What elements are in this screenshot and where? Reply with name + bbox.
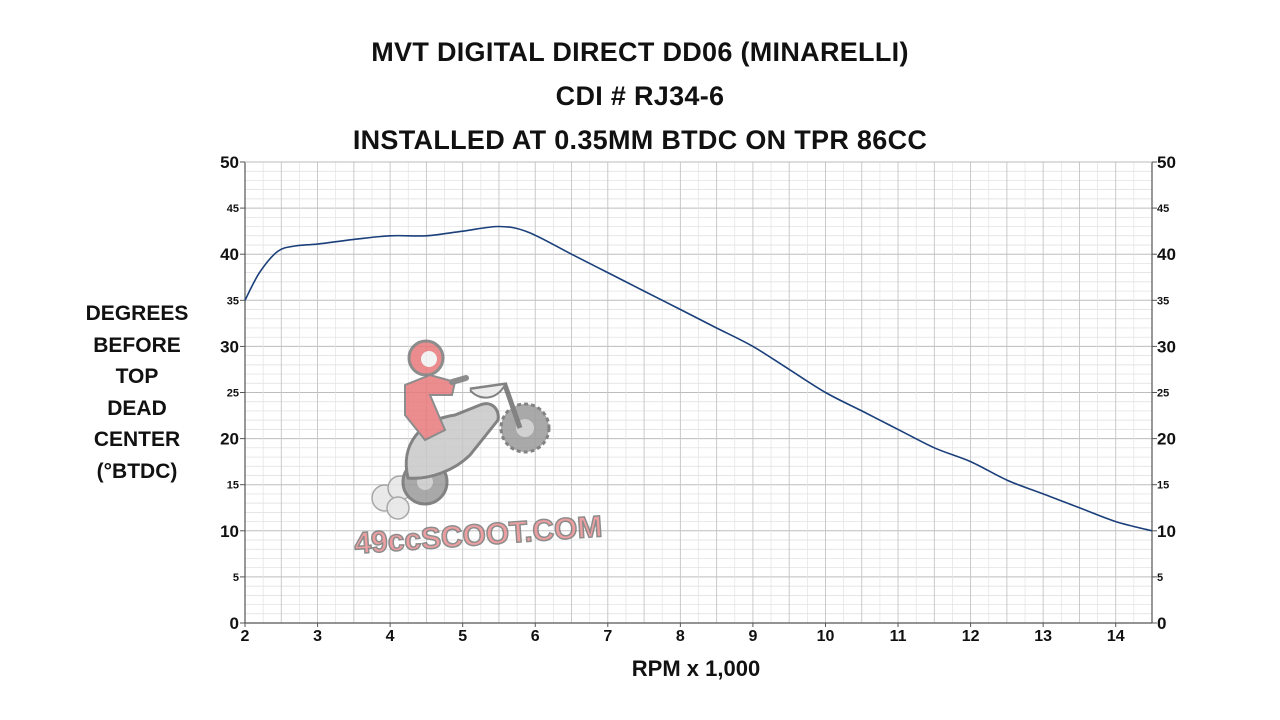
- chart-grid: [245, 162, 1152, 623]
- chart-title-line-2: CDI # RJ34-6: [555, 81, 725, 111]
- y-tick-label-right: 40: [1157, 245, 1176, 264]
- y-tick-label-left: 0: [230, 614, 239, 633]
- y-tick-label-left: 10: [220, 522, 239, 541]
- x-tick-label: 10: [817, 628, 835, 645]
- x-tick-label: 2: [241, 628, 250, 645]
- y-axis-label-line: (°BTDC): [96, 459, 178, 483]
- x-tick-label: 3: [313, 628, 322, 645]
- watermark-text: 49ccSCOOT.COM: [353, 510, 603, 560]
- y-tick-label-right: 5: [1157, 572, 1163, 584]
- x-tick-label: 11: [890, 628, 907, 645]
- chart-axes: [240, 161, 1157, 627]
- chart-title-line-1: MVT DIGITAL DIRECT DD06 (MINARELLI): [371, 37, 909, 67]
- y-tick-label-left: 20: [220, 430, 239, 449]
- y-tick-label-left: 40: [220, 245, 239, 264]
- series-line: [244, 225, 1153, 532]
- x-tick-label: 5: [458, 628, 467, 645]
- y-tick-label-right: 50: [1157, 153, 1176, 172]
- x-axis-label: RPM x 1,000: [631, 656, 761, 681]
- y-tick-label-left: 50: [220, 153, 239, 172]
- chart-title: MVT DIGITAL DIRECT DD06 (MINARELLI) CDI …: [0, 30, 1280, 162]
- x-tick-label: 14: [1107, 628, 1125, 645]
- chart-title-line-3: INSTALLED AT 0.35MM BTDC ON TPR 86CC: [352, 125, 928, 155]
- y-tick-label-right: 0: [1157, 614, 1166, 633]
- y-tick-label-left: 45: [227, 203, 239, 215]
- y-tick-label-right: 45: [1157, 203, 1169, 215]
- y-axis-label-line: BEFORE: [93, 333, 181, 357]
- x-tick-label: 7: [603, 628, 612, 645]
- y-tick-label-right: 30: [1157, 337, 1176, 356]
- y-tick-label-right: 15: [1157, 480, 1169, 492]
- y-tick-label-right: 25: [1157, 388, 1169, 400]
- y-tick-label-left: 5: [233, 572, 239, 584]
- y-tick-label-left: 30: [220, 337, 239, 356]
- y-axis-label-line: CENTER: [93, 428, 181, 452]
- x-tick-label: 13: [1034, 628, 1052, 645]
- x-tick-label: 8: [676, 628, 685, 645]
- y-tick-label-left: 15: [227, 480, 239, 492]
- x-tick-label: 6: [531, 628, 540, 645]
- y-tick-label-left: 35: [227, 295, 239, 307]
- y-axis-label: DEGREES BEFORE TOP DEAD CENTER (°BTDC): [62, 298, 212, 488]
- y-tick-label-right: 10: [1157, 522, 1176, 541]
- y-axis-label-line: DEAD: [107, 396, 167, 420]
- y-tick-label-right: 35: [1157, 295, 1169, 307]
- rider-wheelie-icon: [371, 339, 551, 520]
- y-tick-label-right: 20: [1157, 430, 1176, 449]
- x-tick-label: 4: [386, 628, 395, 645]
- x-tick-label: 12: [962, 628, 980, 645]
- y-tick-label-left: 25: [227, 388, 239, 400]
- y-axis-label-line: DEGREES: [85, 302, 189, 325]
- y-axis-label-line: TOP: [115, 365, 159, 389]
- x-tick-label: 9: [748, 628, 757, 645]
